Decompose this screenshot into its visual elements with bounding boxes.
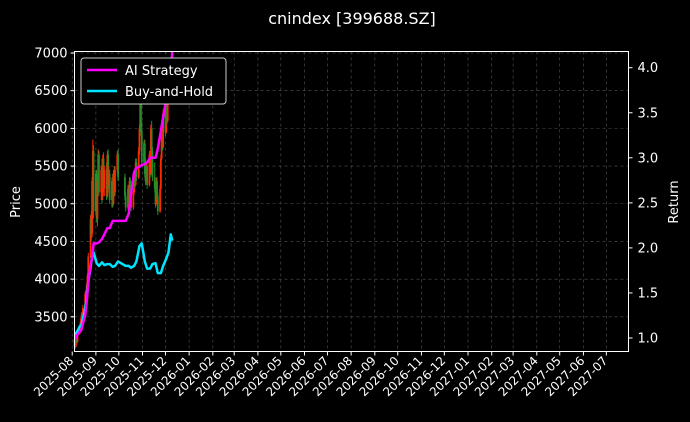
candle-body — [92, 150, 95, 212]
y-tick-label-left: 5500 — [34, 160, 67, 175]
y-tick-label-left: 7000 — [34, 47, 67, 62]
y-tick-label-right: 3.0 — [638, 151, 659, 166]
y-tick-label-right: 1.0 — [638, 331, 659, 346]
candle-body — [150, 128, 153, 151]
candle-body — [140, 98, 142, 133]
candle-body — [124, 177, 126, 197]
y-axis-label-right: Return — [667, 180, 682, 223]
y-tick-label-left: 3500 — [34, 310, 67, 325]
candle-body — [138, 128, 141, 151]
y-tick-label-left: 6000 — [34, 122, 67, 137]
candle-body — [143, 143, 146, 174]
return-series — [74, 51, 174, 340]
y-tick-label-left: 5000 — [34, 197, 67, 212]
candle-body — [103, 169, 106, 189]
candle-body — [162, 113, 165, 148]
candle-body — [159, 188, 161, 212]
y-tick-label-right: 3.5 — [638, 106, 659, 121]
y-tick-label-right: 2.0 — [638, 241, 659, 256]
legend-label-buy-and-hold: Buy-and-Hold — [125, 85, 213, 100]
legend-box — [80, 57, 227, 105]
candle-body — [166, 90, 169, 121]
candle-body — [129, 181, 132, 197]
candle-body — [91, 181, 93, 234]
y-tick-label-right: 1.5 — [638, 286, 659, 301]
candle-body — [98, 154, 100, 193]
candle-body — [137, 150, 140, 178]
candle-body — [159, 158, 162, 189]
candle-body — [156, 196, 159, 212]
candle-body — [89, 218, 92, 257]
y-tick-label-left: 6500 — [34, 84, 67, 99]
candle-body — [140, 132, 143, 163]
candle-body — [96, 181, 99, 219]
candle-body — [124, 196, 127, 208]
y-tick-label-left: 4500 — [34, 235, 67, 250]
candle-body — [132, 192, 135, 208]
left-price-axis: 3500 4000 4500 5000 5500 6000 6500 7000 — [34, 47, 75, 325]
candle-body — [117, 154, 119, 178]
legend[interactable]: AI Strategy Buy-and-Hold — [80, 57, 227, 105]
candle-body — [156, 181, 158, 197]
candle-body — [108, 173, 111, 200]
candle-body — [146, 166, 148, 185]
ai-strategy-line — [74, 51, 174, 340]
candle-body — [87, 256, 90, 276]
y-tick-label-left: 4000 — [34, 273, 67, 288]
right-return-axis: 1.0 1.5 2.0 2.5 3.0 3.5 4.0 — [628, 61, 659, 346]
y-tick-label-right: 4.0 — [638, 61, 659, 76]
y-axis-label-left: Price — [9, 186, 24, 218]
chart-title: cnindex [399688.SZ] — [268, 9, 436, 28]
legend-label-ai-strategy: AI Strategy — [125, 64, 198, 79]
candle-body — [153, 177, 156, 189]
candle-body — [151, 150, 154, 178]
y-tick-label-right: 2.5 — [638, 196, 659, 211]
candle-body — [114, 169, 116, 193]
candle-body — [107, 154, 110, 185]
